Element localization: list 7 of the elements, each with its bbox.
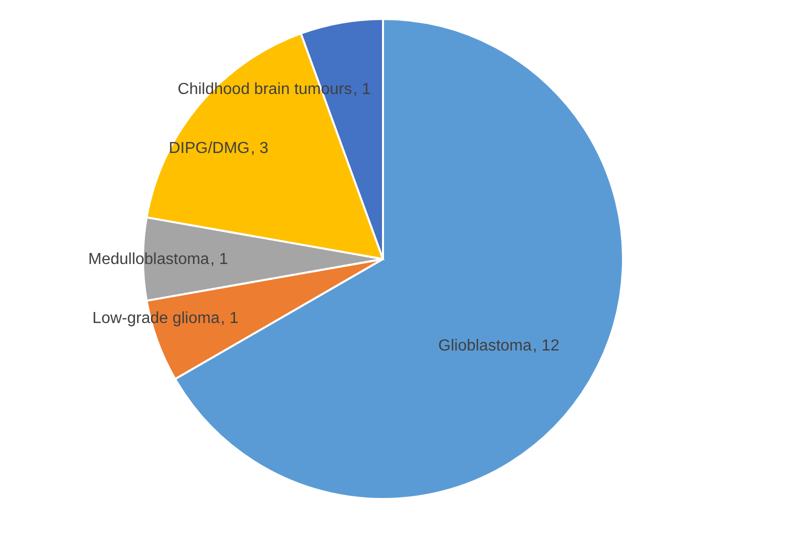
data-label: , 1 (352, 80, 371, 98)
data-label: , 12 (532, 337, 560, 354)
slice-label: DIPG/DMG (168, 140, 250, 157)
data-label: , 3 (250, 140, 269, 157)
slice-label: Glioblastoma (438, 337, 532, 354)
data-label: , 1 (220, 310, 239, 328)
data-label: , 1 (210, 251, 228, 268)
